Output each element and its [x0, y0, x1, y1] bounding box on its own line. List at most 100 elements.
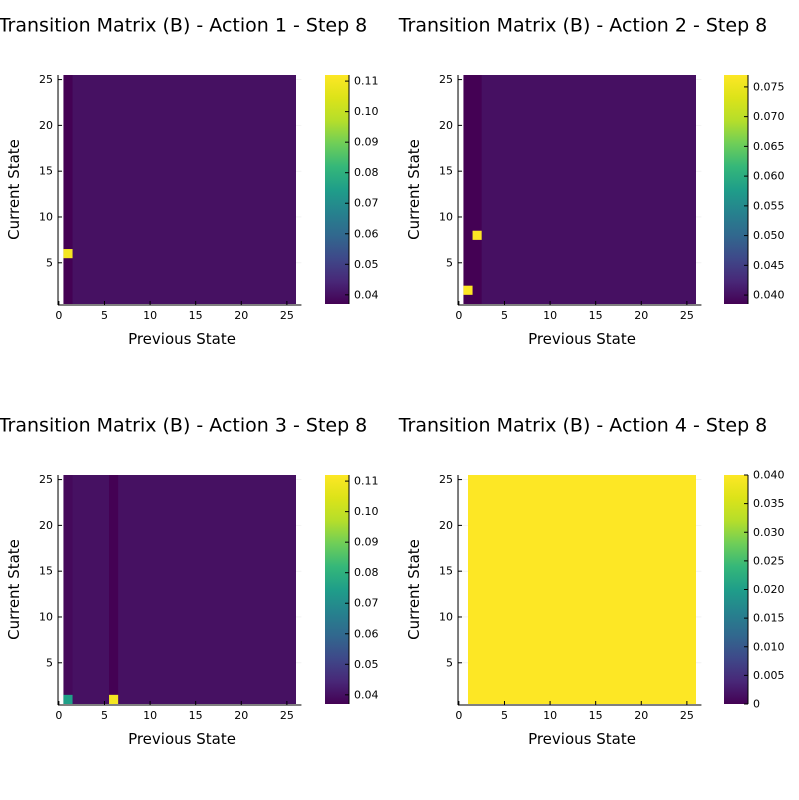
x-tick-label: 10 — [543, 709, 557, 722]
heatmap-column — [63, 475, 73, 704]
colorbar — [325, 475, 349, 704]
x-tick-label: 10 — [143, 309, 157, 322]
colorbar-tick-label: 0.05 — [354, 658, 379, 671]
colorbar-tick-label: 0.07 — [354, 597, 379, 610]
y-tick-label: 10 — [439, 610, 453, 623]
heatmap-panel-2: Transition Matrix (B) - Action 2 - Step … — [398, 15, 785, 349]
y-tick-label: 15 — [39, 165, 53, 178]
colorbar-tick-label: 0.070 — [753, 110, 785, 123]
x-tick-label: 15 — [189, 709, 203, 722]
y-tick-label: 10 — [39, 610, 53, 623]
colorbar-tick-label: 0.045 — [753, 259, 785, 272]
colorbar-tick-label: 0.04 — [354, 288, 379, 301]
colorbar-tick-label: 0.06 — [354, 227, 379, 240]
heatmap-panel-3: Transition Matrix (B) - Action 3 - Step … — [0, 415, 379, 749]
colorbar-tick-label: 0.11 — [354, 75, 379, 88]
y-tick-label: 25 — [39, 473, 53, 486]
y-tick-label: 5 — [446, 256, 453, 269]
x-axis-label: Previous State — [528, 330, 636, 348]
heatmap-background — [468, 75, 696, 304]
colorbar-tick-label: 0.08 — [354, 166, 379, 179]
y-tick-label: 25 — [439, 473, 453, 486]
y-tick-label: 25 — [39, 73, 53, 86]
colorbar-tick-label: 0.08 — [354, 566, 379, 579]
colorbar-tick-label: 0.040 — [753, 289, 785, 302]
chart-title: Transition Matrix (B) - Action 1 - Step … — [0, 15, 367, 37]
x-tick-label: 25 — [680, 309, 694, 322]
x-tick-label: 10 — [143, 709, 157, 722]
y-tick-label: 20 — [39, 519, 53, 532]
y-tick-label: 5 — [46, 256, 53, 269]
x-tick-label: 5 — [501, 709, 508, 722]
x-tick-label: 0 — [455, 309, 462, 322]
y-tick-label: 5 — [446, 656, 453, 669]
colorbar-tick-label: 0.020 — [753, 583, 785, 596]
y-tick-label: 5 — [46, 656, 53, 669]
heatmap-cell — [63, 694, 73, 704]
y-tick-label: 15 — [439, 565, 453, 578]
heatmap-column — [463, 75, 473, 304]
x-tick-label: 25 — [280, 309, 294, 322]
colorbar-tick-label: 0.055 — [753, 199, 785, 212]
y-axis-label: Current State — [405, 539, 423, 640]
x-tick-label: 15 — [189, 309, 203, 322]
heatmap-cell — [63, 249, 73, 259]
x-tick-label: 0 — [455, 709, 462, 722]
heatmap-background — [68, 475, 296, 704]
colorbar — [724, 75, 748, 304]
heatmap-cell — [463, 285, 473, 295]
colorbar-tick-label: 0.09 — [354, 536, 379, 549]
y-axis-label: Current State — [405, 139, 423, 240]
x-tick-label: 15 — [589, 309, 603, 322]
x-tick-label: 5 — [101, 309, 108, 322]
x-axis-label: Previous State — [128, 330, 236, 348]
x-tick-label: 20 — [634, 309, 648, 322]
heatmap-cell — [472, 230, 482, 240]
x-tick-label: 0 — [55, 709, 62, 722]
x-tick-label: 20 — [634, 709, 648, 722]
x-tick-label: 20 — [234, 709, 248, 722]
y-tick-label: 25 — [439, 73, 453, 86]
colorbar-tick-label: 0.05 — [354, 258, 379, 271]
colorbar-tick-label: 0.075 — [753, 80, 785, 93]
y-tick-label: 15 — [439, 165, 453, 178]
colorbar-tick-label: 0.04 — [354, 688, 379, 701]
colorbar-tick-label: 0.050 — [753, 229, 785, 242]
colorbar-tick-label: 0 — [753, 698, 760, 711]
heatmap-cell — [109, 694, 119, 704]
y-tick-label: 20 — [439, 519, 453, 532]
x-axis-label: Previous State — [128, 730, 236, 748]
colorbar-tick-label: 0.040 — [753, 469, 785, 482]
heatmap-panel-4: Transition Matrix (B) - Action 4 - Step … — [398, 415, 785, 749]
colorbar-tick-label: 0.005 — [753, 669, 785, 682]
colorbar-tick-label: 0.010 — [753, 640, 785, 653]
colorbar-tick-label: 0.030 — [753, 526, 785, 539]
colorbar-tick-label: 0.015 — [753, 612, 785, 625]
x-tick-label: 20 — [234, 309, 248, 322]
heatmap-column — [109, 475, 119, 704]
chart-title: Transition Matrix (B) - Action 2 - Step … — [398, 15, 768, 37]
y-tick-label: 15 — [39, 565, 53, 578]
heatmap-panel-1: Transition Matrix (B) - Action 1 - Step … — [0, 15, 379, 349]
y-tick-label: 10 — [39, 210, 53, 223]
heatmap-column — [63, 75, 73, 304]
heatmap-column — [472, 75, 482, 304]
x-tick-label: 0 — [55, 309, 62, 322]
colorbar-tick-label: 0.060 — [753, 170, 785, 183]
heatmap-background — [468, 475, 696, 704]
colorbar-tick-label: 0.07 — [354, 197, 379, 210]
colorbar-tick-label: 0.035 — [753, 497, 785, 510]
colorbar-tick-label: 0.11 — [354, 475, 379, 488]
chart-title: Transition Matrix (B) - Action 4 - Step … — [398, 415, 768, 437]
x-tick-label: 15 — [589, 709, 603, 722]
x-tick-label: 10 — [543, 309, 557, 322]
x-tick-label: 25 — [280, 709, 294, 722]
y-axis-label: Current State — [5, 539, 23, 640]
colorbar-tick-label: 0.10 — [354, 105, 379, 118]
colorbar-tick-label: 0.09 — [354, 136, 379, 149]
y-axis-label: Current State — [5, 139, 23, 240]
y-tick-label: 20 — [439, 119, 453, 132]
chart-title: Transition Matrix (B) - Action 3 - Step … — [0, 415, 367, 437]
x-tick-label: 5 — [101, 709, 108, 722]
